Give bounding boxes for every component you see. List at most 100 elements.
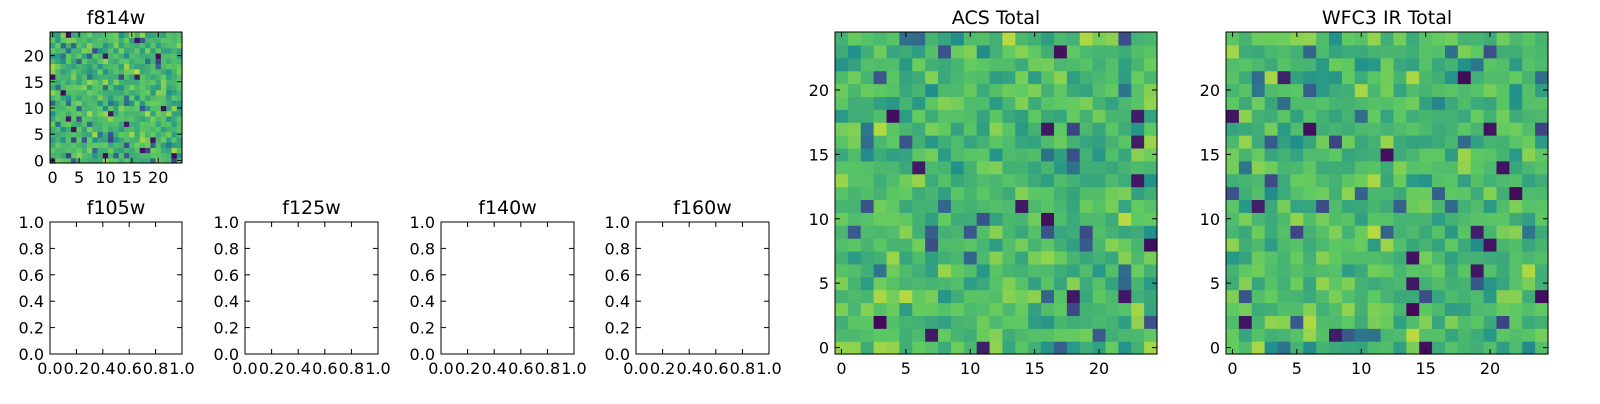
heatmap-cell [1251,147,1266,162]
heatmap-cell [176,84,183,91]
heatmap-cell [1406,32,1420,46]
heatmap-cell [55,89,62,96]
heatmap-cell [1277,70,1291,85]
heatmap-cell [118,126,125,133]
heatmap-cell [139,42,146,49]
heatmap-cell [1015,135,1029,149]
heatmap-cell [1105,212,1119,226]
heatmap-cell [92,147,99,154]
heatmap-cell [1470,315,1485,329]
heatmap-cell [171,110,178,117]
heatmap-cell [1303,109,1317,123]
heatmap-cell [1354,147,1369,162]
heatmap-cell [847,186,862,201]
heatmap-cell [1105,173,1119,188]
heatmap-cell [1380,289,1395,304]
heatmap-cell [1535,135,1549,149]
heatmap-cell [1432,225,1446,239]
heatmap-cell [976,341,991,355]
heatmap-cell [1066,212,1081,226]
heatmap-cell [873,122,888,136]
heatmap-cell [1509,160,1523,175]
heatmap-cell [1329,160,1343,175]
heatmap-cell [847,70,862,85]
heatmap-cell [1238,212,1253,226]
heatmap-cell [989,173,1004,188]
heatmap-cell [145,79,151,85]
heatmap-cell [1118,186,1132,201]
heatmap-cell [1316,160,1330,175]
heatmap-cell [1092,32,1107,46]
heatmap-cell [1238,44,1253,59]
heatmap-cell [65,42,72,49]
heatmap-cell [873,250,888,265]
heatmap-cell [129,115,136,122]
heatmap-cell [1053,160,1068,175]
heatmap-cell [171,47,178,54]
heatmap-cell [1079,302,1094,316]
heatmap-cell [71,157,77,164]
heatmap-cell [1251,341,1266,355]
y-tick-label: 0 [34,151,44,170]
axes-frame [635,221,770,355]
heatmap-cell [65,115,72,122]
heatmap-cell [847,160,862,175]
panel-title: f814w [87,7,146,29]
heatmap-cell [1522,263,1536,278]
heatmap-cell [1316,263,1330,278]
heatmap-cell [1483,173,1498,188]
x-tick-label: 0 [48,168,58,187]
x-tick-label: 15 [1415,359,1435,378]
heatmap-cell [1277,315,1291,329]
heatmap-cell [1303,199,1317,213]
heatmap-cell [1316,276,1330,291]
heatmap-cell [1380,199,1395,213]
heatmap-cell [1341,32,1356,46]
heatmap-cell [134,79,141,85]
heatmap-cell [65,32,72,38]
heatmap-cell [97,37,104,44]
heatmap-cell [1238,225,1253,239]
heatmap-cell [160,47,167,54]
axes-frame [834,31,1158,355]
heatmap-cell [97,89,104,96]
heatmap-cell [1457,70,1472,85]
heatmap-cell [1367,276,1382,291]
heatmap-cell [1105,341,1119,355]
y-tick-label: 20 [24,47,44,66]
heatmap-cell [166,89,173,96]
heatmap-cell [1432,315,1446,329]
heatmap-cell [86,110,93,117]
heatmap-cell [989,328,1004,342]
heatmap-cell [1509,57,1523,72]
heatmap-cell [1251,70,1266,85]
heatmap-cell [118,89,125,96]
heatmap-cell [925,173,939,188]
heatmap-cell [925,32,939,46]
heatmap-cell [118,68,125,75]
heatmap-cell [92,110,99,117]
heatmap-cell [1118,32,1132,46]
heatmap-cell [92,47,99,54]
heatmap-cell [1303,147,1317,162]
heatmap-cell [847,147,862,162]
heatmap-cell [925,186,939,201]
heatmap-cell [1393,315,1407,329]
heatmap-cell [1380,109,1395,123]
heatmap-cell [899,109,913,123]
heatmap-cell [938,109,952,123]
heatmap-cell [1354,341,1369,355]
heatmap-cell [134,142,141,148]
heatmap-cell [1131,160,1145,175]
heatmap-cell [65,84,72,91]
heatmap-cell [71,110,77,117]
heatmap-cell [1535,83,1549,97]
heatmap-cell [912,225,926,239]
heatmap-cell [60,157,67,164]
heatmap-cell [1092,250,1107,265]
heatmap-cell [176,100,183,106]
heatmap-cell [1419,238,1433,252]
heatmap-cell [1041,186,1055,201]
heatmap-cell [1341,225,1356,239]
